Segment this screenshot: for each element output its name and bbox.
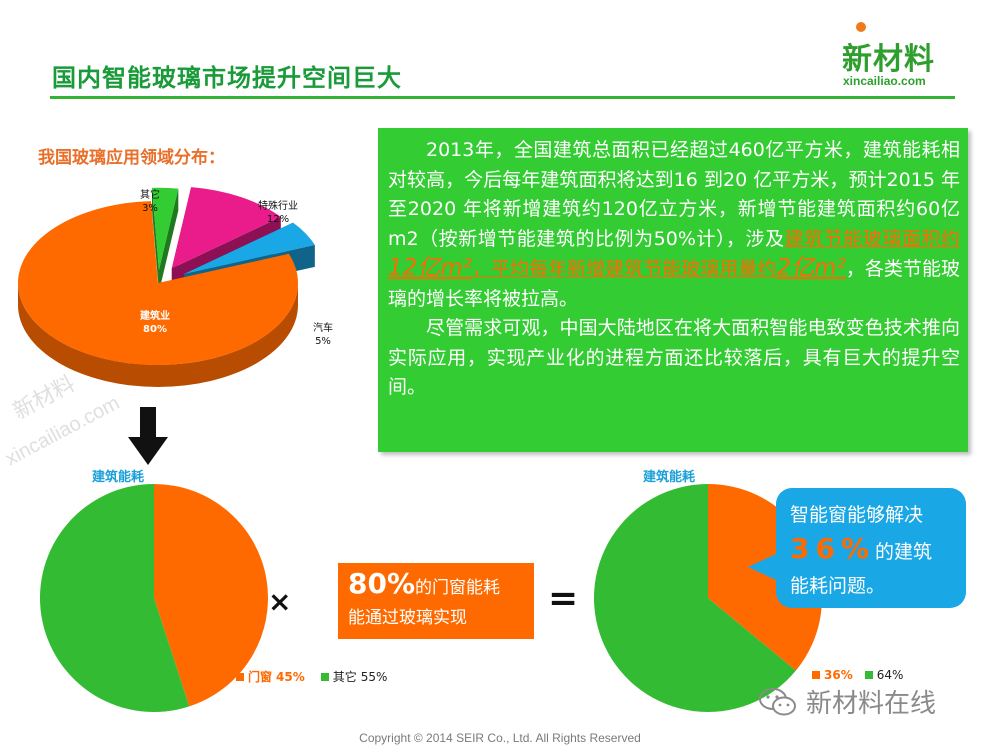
pie3d-label-auto-name: 汽车 <box>313 323 333 334</box>
multiply-sign: × <box>268 585 292 618</box>
down-arrow-icon <box>128 407 168 465</box>
right-pie-legend: 36% 64% <box>812 668 903 682</box>
callout-line-2-text: 的建筑 <box>875 541 933 563</box>
pie3d-label-special-name: 特殊行业 <box>258 201 298 212</box>
callout-percent: 36% <box>790 532 876 565</box>
pie3d-label-other-value: 3% <box>142 203 158 214</box>
page-title: 国内智能玻璃市场提升空间巨大 <box>52 64 402 92</box>
p1-highlight-2: ，平均每年新增建筑节能玻璃用量约 <box>471 258 777 280</box>
pie3d-label-construction: 建筑业 80% <box>140 310 170 336</box>
midbox-line-1-text: 的门窗能耗 <box>415 578 501 598</box>
legend-swatch-64 <box>864 671 873 679</box>
pie3d-face-3-1 <box>158 188 179 292</box>
description-textbox: 2013年，全国建筑总面积已经超过460亿平方米，建筑能耗相对较高，今后每年建筑… <box>378 128 968 452</box>
left-pie-legend: 门窗 45% 其它 55% <box>236 668 387 685</box>
legend-swatch-other <box>320 672 329 681</box>
legend-door-window-value: 45% <box>276 669 305 684</box>
callout-line-2: 36%的建筑 <box>790 532 952 569</box>
pie3d-label-special-value: 12% <box>266 214 290 225</box>
p1-text-a: 2013年，全国建筑总面积已经超过460亿平方米，建筑能耗相对较高，今后每年建筑… <box>388 139 960 250</box>
legend-other-value: 55% <box>360 669 388 684</box>
pie3d-label-construction-name: 建筑业 <box>140 311 170 322</box>
pie3d-slice-3 <box>151 187 179 270</box>
pie3d-slice-1 <box>184 222 315 275</box>
copyright-text: Copyright © 2014 SEIR Co., Ltd. All Righ… <box>359 731 641 745</box>
equals-sign: = <box>548 578 579 619</box>
wechat-icon <box>759 687 796 715</box>
pie3d-label-auto: 汽车 5% <box>313 322 333 348</box>
p1-highlight-2-number: 2亿m² <box>776 255 846 281</box>
legend-swatch-36 <box>812 671 820 679</box>
wechat-brand-name: 新材料在线 <box>806 689 937 719</box>
p1-text-b: ，各类节能玻璃的增长率将被拉高。 <box>388 258 960 310</box>
callout-tail <box>748 553 778 581</box>
pie3d-label-special: 特殊行业 12% <box>258 200 298 226</box>
pie3d-svg <box>18 187 315 387</box>
logo-dot <box>856 22 866 32</box>
p1-highlight-1: 建筑节能玻璃面积约 <box>784 227 960 250</box>
legend-36-value: 36% <box>824 668 853 682</box>
smart-window-callout: 智能窗能够解决 36%的建筑 能耗问题。 <box>776 488 966 608</box>
pie3d-label-other: 其它 3% <box>140 189 160 215</box>
right-pie-slice-1 <box>594 484 796 712</box>
window-energy-box: 80%的门窗能耗 能通过玻璃实现 <box>338 563 534 639</box>
left-pie-title: 建筑能耗 <box>92 470 145 485</box>
section-label: 我国玻璃应用领域分布： <box>38 148 225 168</box>
logo-main-text: 新材料 <box>842 42 935 77</box>
description-paragraph-2: 尽管需求可观，中国大陆地区在将大面积智能电致变色技术推向实际应用，实现产业化的进… <box>388 317 960 398</box>
legend-door-window-name: 门窗 <box>248 670 273 684</box>
pie3d-face-3-0 <box>151 187 159 292</box>
logo-sub-text: xincailiao.com <box>843 74 926 88</box>
p1-highlight-1-number: 12亿m² <box>388 255 472 281</box>
midbox-line-1: 80%的门窗能耗 <box>348 569 524 603</box>
brand-logo: 新材料 xincailiao.com <box>838 22 958 92</box>
callout-line-3: 能耗问题。 <box>790 575 886 597</box>
description-paragraph-1: 2013年，全国建筑总面积已经超过460亿平方米，建筑能耗相对较高，今后每年建筑… <box>388 136 960 314</box>
glass-usage-pie-chart: 建筑业 80% 汽车 5% 特殊行业 12% 其它 3% <box>10 185 340 410</box>
midbox-percent: 80% <box>348 567 416 600</box>
pie3d-slice-2 <box>171 187 281 269</box>
pie3d-label-other-name: 其它 <box>140 190 160 201</box>
pie3d-label-construction-value: 80% <box>143 324 167 335</box>
legend-other-name: 其它 <box>332 670 357 684</box>
legend-64-value: 64% <box>876 668 904 682</box>
left-pie-chart <box>39 484 268 712</box>
legend-swatch-door-window <box>236 672 244 681</box>
callout-line-1: 智能窗能够解决 <box>790 504 924 526</box>
left-pie-slice-1 <box>39 484 190 712</box>
left-pie-slice-0 <box>154 484 268 707</box>
title-underline <box>50 96 955 99</box>
pie3d-label-auto-value: 5% <box>315 336 331 347</box>
pie3d-wall-0-0 <box>18 283 298 387</box>
midbox-line-2: 能通过玻璃实现 <box>348 608 467 628</box>
right-pie-title: 建筑能耗 <box>643 470 696 485</box>
wechat-brand: 新材料在线 <box>758 683 936 720</box>
pie3d-slice-0 <box>18 201 299 365</box>
